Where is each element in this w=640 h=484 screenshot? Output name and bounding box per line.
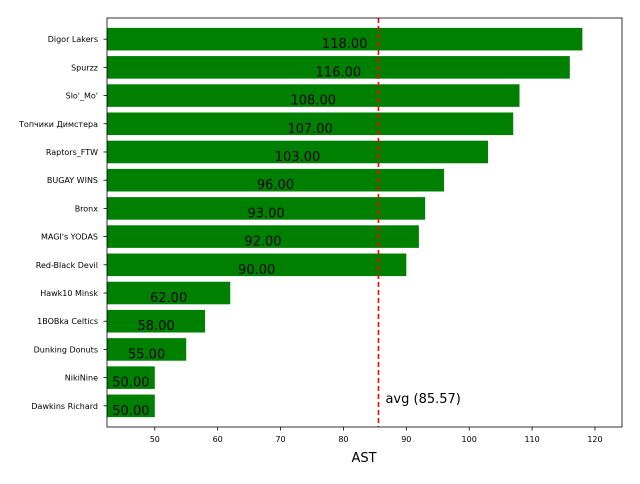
y-tick-label: Digor Lakers [48,35,98,44]
x-tick-label: 60 [213,435,223,444]
bar-value-label: 62.00 [150,291,187,306]
bar-value-label: 96.00 [257,178,294,193]
y-tick-label: Dunking Donuts [34,345,98,354]
bar [107,225,419,248]
bar-value-label: 55.00 [128,347,165,362]
bar [107,253,407,277]
bar [107,197,426,220]
bar [107,56,570,79]
x-axis-ticks: 50 60 70 80 90 100 110 120 [150,427,603,444]
bar-value-label: 103.00 [275,150,321,165]
x-axis-label: AST [351,451,376,466]
x-tick-label: 90 [401,435,411,444]
value-labels-layer: 118.00 116.00 108.00 107.00 103.00 96.00 93.00… [112,37,367,419]
y-tick-label: Raptors_FTW [46,148,98,157]
y-axis-ticks: Digor Lakers Spurzz Slo'_Mo' Топчики Димсте… [18,35,107,411]
y-tick-label: Slo'_Mo' [66,92,98,101]
bar-value-label: 116.00 [316,65,362,80]
y-tick-label: NikiNine [65,374,98,383]
bar-value-label: 90.00 [238,263,275,278]
bar [107,366,155,389]
bar-value-label: 50.00 [112,376,149,391]
x-tick-label: 50 [150,435,160,444]
y-tick-label: Spurzz [71,63,98,72]
bar-value-label: 50.00 [112,404,149,419]
y-tick-label: 1BOBka Celtics [37,317,98,326]
bar [107,112,514,136]
bar [107,281,231,305]
y-tick-label: BUGAY WINS [47,176,98,185]
y-tick-label: MAGI's YODAS [41,233,98,242]
bar-value-label: 58.00 [137,319,174,334]
x-tick-label: 100 [462,435,477,444]
bar-value-label: 92.00 [244,235,281,250]
bar [107,394,155,418]
x-tick-label: 110 [524,435,539,444]
bar-value-label: 108.00 [291,94,337,109]
y-tick-label: Топчики Димстера [18,120,98,129]
bar [107,338,187,361]
bar [107,84,520,107]
bar-value-label: 107.00 [287,122,333,137]
x-tick-label: 80 [338,435,348,444]
y-tick-label: Bronx [75,204,99,213]
y-tick-label: Red-Black Devil [36,261,98,270]
x-tick-label: 70 [275,435,285,444]
x-tick-label: 120 [587,435,602,444]
average-label: avg (85.57) [385,392,460,407]
y-tick-label: Dawkins Richard [31,402,98,411]
bar-value-label: 93.00 [247,206,284,221]
bar [107,27,583,51]
axes-frame [106,17,623,428]
bar [107,168,445,192]
bar [107,309,206,333]
y-tick-label: Hawk10 Minsk [40,289,98,298]
bar [107,140,489,164]
average-layer: avg (85.57) [377,18,461,427]
bar-value-label: 118.00 [322,37,368,52]
bars-layer [107,27,583,418]
